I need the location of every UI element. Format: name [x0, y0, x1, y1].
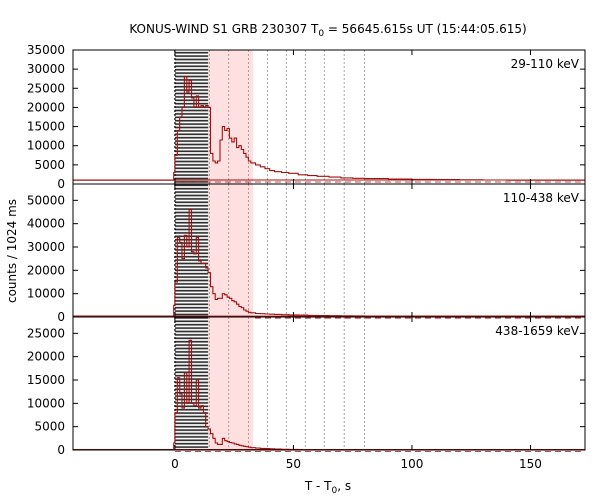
x-tick-label-4: 150 [519, 457, 542, 471]
light-curve-panel-3 [73, 339, 585, 451]
xlabel-subscript: 0 [332, 486, 338, 496]
y-tick-label-panel-1-3: 10000 [27, 139, 65, 153]
y-tick-label-panel-3-4: 15000 [27, 373, 65, 387]
y-tick-label-panel-1-4: 15000 [27, 120, 65, 134]
title-subscript: 0 [318, 29, 324, 39]
y-tick-label-panel-2-3: 20000 [27, 263, 65, 277]
x-tick-label-2: 50 [286, 457, 301, 471]
light-curve-panel-1 [73, 76, 585, 181]
y-tick-label-panel-3-5: 20000 [27, 350, 65, 364]
y-tick-label-panel-1-2: 5000 [34, 158, 65, 172]
y-axis-label: counts / 1024 ms [5, 199, 19, 303]
energy-band-label-panel-3: 438-1659 keV [495, 324, 579, 338]
shade-region-panel-1 [208, 50, 254, 184]
title-rest: = 56645.615s UT (15:44:05.615) [324, 22, 527, 36]
x-tick-label-3: 100 [401, 457, 424, 471]
energy-band-label-panel-1: 29-110 keV [511, 57, 580, 71]
y-tick-label-panel-1-1: 0 [57, 177, 65, 191]
light-curve-panel-2 [73, 209, 585, 317]
title-main: KONUS-WIND S1 GRB 230307 T [129, 22, 319, 36]
y-tick-label-panel-1-8: 35000 [27, 43, 65, 57]
shade-region-panel-3 [208, 317, 254, 450]
panel-frame-3 [72, 316, 586, 451]
xlabel-main: T - T [304, 479, 332, 493]
y-tick-label-panel-1-5: 20000 [27, 100, 65, 114]
y-tick-label-panel-3-6: 25000 [27, 326, 65, 340]
panel-frame-1 [72, 49, 586, 185]
x-tick-label-1: 0 [171, 457, 179, 471]
y-tick-label-panel-2-4: 30000 [27, 240, 65, 254]
y-tick-label-panel-3-1: 0 [57, 443, 65, 457]
x-axis-label: T - T0, s [304, 479, 351, 496]
y-tick-label-panel-1-7: 30000 [27, 62, 65, 76]
energy-band-label-panel-2: 110-438 keV [503, 191, 580, 205]
y-tick-label-panel-2-2: 10000 [27, 287, 65, 301]
y-tick-label-panel-3-2: 5000 [34, 420, 65, 434]
y-tick-label-panel-1-6: 25000 [27, 81, 65, 95]
y-tick-label-panel-2-1: 0 [57, 310, 65, 324]
chart-title: KONUS-WIND S1 GRB 230307 T0 = 56645.615s… [129, 22, 526, 39]
y-tick-label-panel-2-6: 50000 [27, 193, 65, 207]
y-tick-label-panel-3-3: 10000 [27, 396, 65, 410]
xlabel-rest: , s [337, 479, 351, 493]
y-tick-label-panel-2-5: 40000 [27, 217, 65, 231]
